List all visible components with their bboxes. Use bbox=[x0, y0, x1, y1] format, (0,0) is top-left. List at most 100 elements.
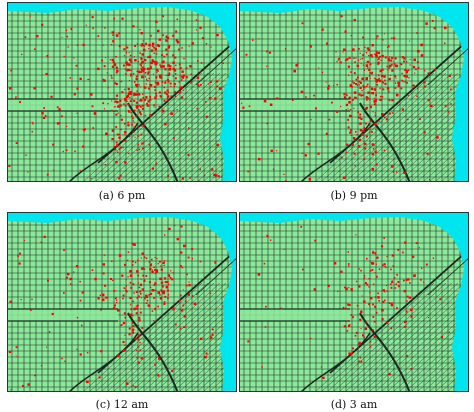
crime-point bbox=[218, 87, 222, 90]
crime-point bbox=[135, 291, 138, 293]
crime-point bbox=[407, 278, 410, 281]
crime-point bbox=[125, 73, 127, 76]
crime-point bbox=[140, 99, 143, 102]
crime-point bbox=[147, 304, 150, 307]
crime-point bbox=[191, 258, 193, 260]
crime-point bbox=[135, 105, 139, 108]
crime-point bbox=[139, 311, 142, 314]
crime-points bbox=[241, 15, 452, 181]
crime-point bbox=[102, 102, 105, 105]
bridge-line bbox=[427, 258, 468, 296]
crime-point bbox=[164, 81, 167, 84]
crime-point bbox=[157, 291, 161, 294]
crime-point bbox=[140, 65, 142, 67]
crime-point bbox=[364, 147, 367, 150]
crime-point bbox=[366, 85, 368, 88]
crime-point bbox=[155, 162, 158, 165]
crime-point bbox=[374, 53, 376, 55]
crime-point bbox=[126, 69, 129, 72]
crime-point bbox=[124, 316, 127, 319]
map-3am bbox=[239, 212, 469, 392]
crime-point bbox=[149, 98, 152, 101]
crime-point bbox=[136, 270, 139, 273]
crime-point bbox=[369, 99, 371, 101]
crime-point bbox=[336, 110, 339, 113]
map-12am bbox=[7, 212, 237, 392]
crime-point bbox=[365, 52, 368, 54]
crime-point bbox=[266, 122, 268, 125]
crime-point bbox=[172, 137, 175, 140]
crime-point bbox=[201, 37, 204, 40]
crime-point bbox=[368, 286, 370, 288]
crime-point bbox=[126, 259, 129, 262]
crime-point bbox=[356, 84, 359, 86]
crime-point bbox=[397, 101, 399, 103]
crime-point bbox=[200, 62, 203, 64]
crime-point bbox=[222, 305, 224, 307]
crime-point bbox=[439, 298, 442, 301]
crime-point bbox=[172, 54, 175, 57]
crime-point bbox=[398, 285, 400, 288]
crime-point bbox=[363, 152, 366, 155]
crime-point bbox=[161, 84, 163, 86]
crime-point bbox=[132, 25, 135, 28]
crime-point bbox=[361, 58, 363, 60]
crime-point bbox=[368, 127, 371, 130]
crime-point bbox=[166, 95, 170, 98]
crime-point bbox=[349, 323, 351, 326]
crime-point bbox=[104, 284, 107, 287]
crime-point bbox=[40, 241, 42, 243]
crime-point bbox=[93, 112, 97, 115]
crime-point bbox=[127, 121, 130, 124]
crime-point bbox=[151, 167, 155, 170]
crime-point bbox=[131, 331, 134, 334]
crime-point bbox=[368, 86, 371, 88]
crime-point bbox=[387, 46, 389, 48]
crime-point bbox=[128, 88, 130, 91]
crime-point bbox=[420, 54, 424, 57]
crime-point bbox=[377, 74, 380, 77]
crime-point bbox=[159, 64, 161, 66]
crime-point bbox=[199, 260, 202, 263]
crime-point bbox=[163, 301, 166, 303]
crime-point bbox=[433, 68, 436, 71]
crime-point bbox=[183, 315, 187, 318]
crime-point bbox=[120, 146, 123, 149]
crime-point bbox=[384, 79, 386, 82]
crime-point bbox=[135, 75, 138, 78]
crime-point bbox=[377, 296, 380, 299]
crime-point bbox=[162, 15, 164, 18]
crime-point bbox=[167, 46, 170, 49]
crime-point bbox=[149, 114, 152, 117]
crime-point bbox=[348, 320, 350, 322]
crime-point bbox=[174, 85, 176, 87]
crime-point bbox=[394, 277, 396, 279]
crime-point bbox=[149, 84, 153, 87]
crime-point bbox=[172, 67, 175, 71]
crime-point bbox=[387, 69, 389, 71]
crime-point bbox=[197, 84, 200, 87]
crime-point bbox=[136, 149, 138, 151]
crime-point bbox=[396, 307, 398, 309]
crime-point bbox=[131, 129, 133, 131]
crime-point bbox=[308, 178, 312, 181]
crime-point bbox=[350, 128, 353, 131]
crime-point bbox=[366, 99, 368, 101]
crime-point bbox=[390, 50, 392, 52]
caption-9pm: (b) 9 pm bbox=[330, 189, 378, 202]
crime-point bbox=[67, 46, 69, 48]
crime-point bbox=[181, 96, 184, 99]
crime-point bbox=[409, 40, 411, 42]
crime-point bbox=[133, 121, 135, 123]
crime-point bbox=[360, 117, 363, 120]
crime-point bbox=[61, 357, 63, 360]
crime-point bbox=[115, 141, 118, 144]
crime-point bbox=[137, 346, 139, 348]
crime-point bbox=[139, 52, 141, 54]
crime-point bbox=[156, 258, 158, 260]
crime-point bbox=[377, 64, 379, 66]
crime-point bbox=[207, 83, 209, 85]
crime-point bbox=[395, 64, 399, 68]
crime-point bbox=[371, 262, 374, 265]
bridge-line bbox=[427, 48, 468, 86]
